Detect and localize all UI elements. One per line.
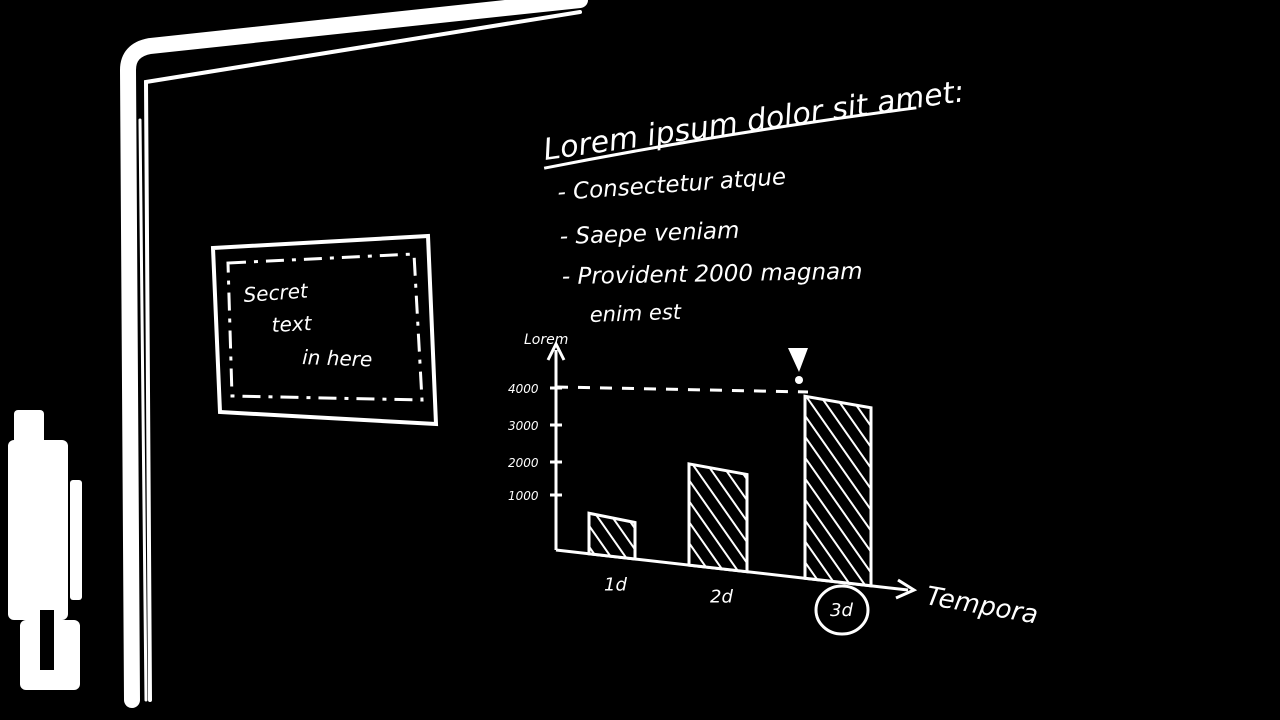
x-axis-arrow — [895, 578, 918, 600]
heading-underline — [543, 106, 917, 170]
bar-3d — [803, 394, 873, 588]
exclamation-icon — [788, 348, 808, 384]
secret-line: text — [271, 311, 313, 337]
left-edge-glare — [8, 410, 82, 690]
bullet-item: - Consectetur atque — [557, 164, 787, 206]
heading-group: Lorem ipsum dolor sit amet: — [541, 74, 967, 170]
x-axis-label: Tempora — [924, 581, 1041, 630]
secret-line: in here — [302, 345, 373, 371]
bars — [587, 394, 873, 588]
y-tick-label: 3000 — [508, 419, 539, 433]
secret-box: Secret text in here — [210, 233, 439, 427]
bullet-list: - Consectetur atque - Saepe veniam - Pro… — [557, 164, 863, 327]
bar-2d — [687, 462, 749, 574]
x-tick-label: 1d — [604, 574, 627, 595]
y-axis-label: Lorem — [524, 332, 568, 348]
bar-1d — [587, 511, 637, 561]
highlight-circle — [814, 584, 870, 636]
y-ticks: 1000 2000 3000 4000 — [508, 382, 562, 503]
y-tick-label: 4000 — [508, 382, 539, 396]
x-ticks: 1d 2d 3d — [604, 574, 870, 636]
x-tick-label: 3d — [830, 600, 853, 621]
bar-chart: Lorem Tempora 1000 2000 3000 4000 1d 2d 3d — [508, 332, 1041, 636]
max-dashed-line — [555, 385, 809, 394]
y-tick-label: 1000 — [508, 489, 539, 503]
bullet-item: enim est — [589, 300, 682, 327]
y-tick-label: 2000 — [508, 456, 539, 470]
board-frame — [119, 0, 588, 708]
bullet-item: - Provident 2000 magnam — [562, 259, 863, 290]
x-tick-label: 2d — [710, 586, 733, 607]
y-axis-arrow — [546, 340, 566, 361]
heading-text: Lorem ipsum dolor sit amet: — [541, 74, 966, 168]
bullet-item: - Saepe veniam — [559, 218, 740, 250]
secret-line: Secret — [243, 278, 310, 307]
